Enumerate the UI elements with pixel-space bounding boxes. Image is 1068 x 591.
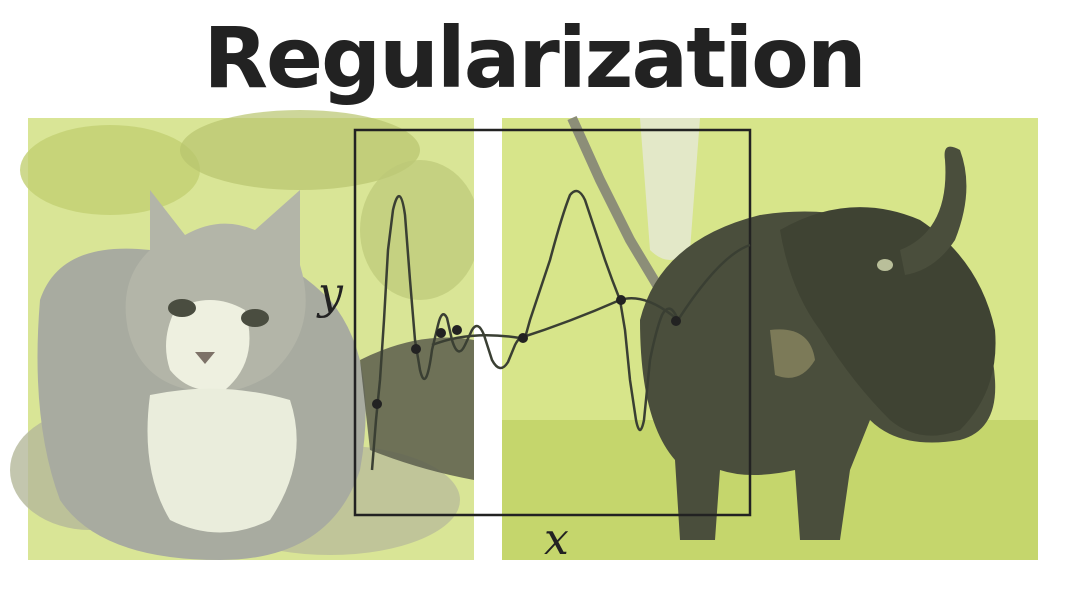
x-axis-label: x bbox=[544, 514, 569, 565]
dog-photo bbox=[502, 115, 1038, 560]
dog-tail bbox=[900, 146, 967, 275]
cat-eye-right bbox=[241, 309, 269, 327]
slide-title: Regularization bbox=[203, 9, 866, 107]
plot-frame bbox=[353, 128, 752, 517]
data-point bbox=[518, 333, 528, 343]
data-point bbox=[452, 325, 462, 335]
cat-photo bbox=[10, 110, 480, 560]
data-point bbox=[372, 399, 382, 409]
dog-tan-patch bbox=[770, 329, 815, 378]
data-point bbox=[616, 295, 626, 305]
cat-white-muzzle bbox=[166, 300, 250, 391]
leash bbox=[567, 115, 665, 293]
foliage-patch bbox=[360, 160, 480, 300]
photo-gap bbox=[474, 118, 502, 560]
cat-eye-left bbox=[168, 299, 196, 317]
data-point bbox=[411, 344, 421, 354]
cat-white-chest bbox=[147, 388, 297, 533]
dog-eye bbox=[877, 259, 893, 271]
person-leg bbox=[640, 118, 700, 260]
data-points bbox=[372, 295, 681, 409]
dog-head bbox=[780, 207, 996, 436]
cat-nose bbox=[195, 352, 215, 364]
y-axis-label: y bbox=[318, 268, 343, 319]
data-point bbox=[671, 316, 681, 326]
foliage-patch bbox=[20, 125, 200, 215]
data-point bbox=[436, 328, 446, 338]
shadow-patch bbox=[360, 337, 474, 480]
